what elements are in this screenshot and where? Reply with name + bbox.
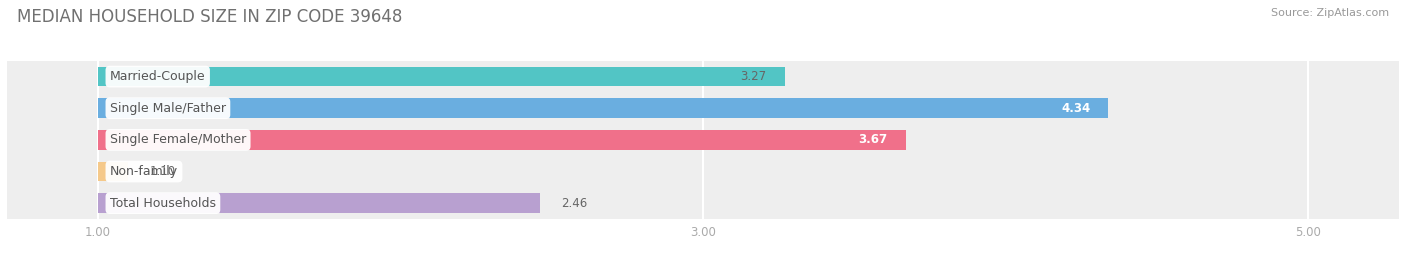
- Bar: [7, 156, 1399, 187]
- Text: Married-Couple: Married-Couple: [110, 70, 205, 83]
- Text: 3.67: 3.67: [859, 133, 887, 146]
- Text: 2.46: 2.46: [561, 197, 588, 210]
- Text: MEDIAN HOUSEHOLD SIZE IN ZIP CODE 39648: MEDIAN HOUSEHOLD SIZE IN ZIP CODE 39648: [17, 8, 402, 26]
- Text: 4.34: 4.34: [1062, 102, 1090, 115]
- Text: Single Male/Father: Single Male/Father: [110, 102, 226, 115]
- Bar: [98, 98, 1108, 118]
- Bar: [98, 162, 128, 181]
- Text: Source: ZipAtlas.com: Source: ZipAtlas.com: [1271, 8, 1389, 18]
- Bar: [7, 61, 1399, 93]
- Text: Non-family: Non-family: [110, 165, 179, 178]
- Bar: [98, 67, 785, 86]
- Bar: [98, 130, 905, 150]
- Bar: [7, 187, 1399, 219]
- Text: 3.27: 3.27: [741, 70, 766, 83]
- Text: 1.10: 1.10: [149, 165, 176, 178]
- Text: Total Households: Total Households: [110, 197, 217, 210]
- Bar: [98, 193, 540, 213]
- Bar: [7, 124, 1399, 156]
- Bar: [7, 93, 1399, 124]
- Text: Single Female/Mother: Single Female/Mother: [110, 133, 246, 146]
